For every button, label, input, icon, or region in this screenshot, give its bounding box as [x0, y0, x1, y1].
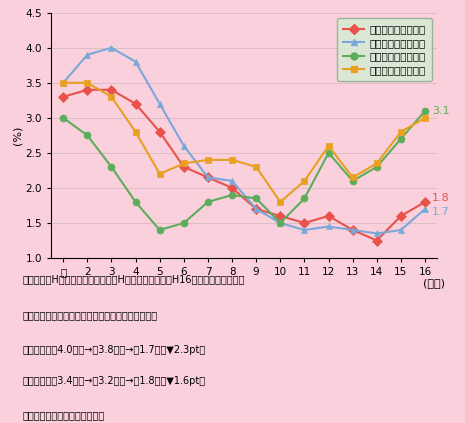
Y-axis label: (%): (%) [13, 126, 23, 145]
Text: 3.1: 3.1 [432, 106, 450, 116]
Text: 営業利益率　4.0％　→　3.8％　→　1.7％（▼2.3pt）: 営業利益率 4.0％ → 3.8％ → 1.7％（▼2.3pt） [23, 345, 206, 355]
Text: H３年度　　　　　　　H４年度　　　　　H16年度（対ピーク比）: H３年度 H４年度 H16年度（対ピーク比） [23, 275, 246, 284]
Text: 経常利益率　3.4％　→　3.2％　→　1.8％（▼1.6pt）: 経常利益率 3.4％ → 3.2％ → 1.8％（▼1.6pt） [23, 376, 206, 386]
Text: 資料）財務省「法人企業統計」: 資料）財務省「法人企業統計」 [23, 410, 105, 420]
Legend: 建設業（経常利益）, 建設業（営業利益）, 全産業（経常利益）, 全産業（営業利益）: 建設業（経常利益）, 建設業（営業利益）, 全産業（経常利益）, 全産業（営業利… [337, 18, 432, 81]
Text: (年度): (年度) [423, 277, 445, 288]
Text: 1.8: 1.8 [432, 193, 450, 203]
Text: 1.7: 1.7 [432, 207, 450, 217]
Text: （利益率のピーク）　　（建設投資のピーク）: （利益率のピーク） （建設投資のピーク） [23, 310, 158, 320]
